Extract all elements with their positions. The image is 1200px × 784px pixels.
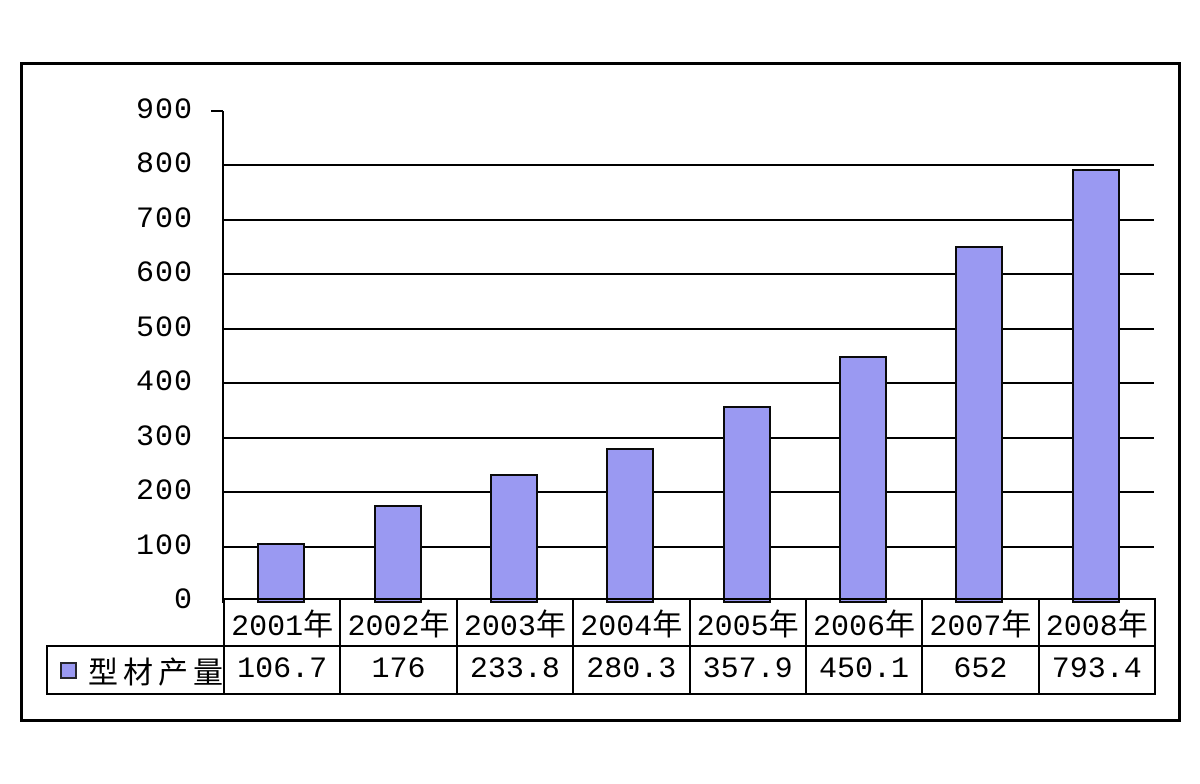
bar <box>257 543 305 603</box>
gridline-600 <box>223 273 1154 276</box>
y-axis-label: 600 <box>135 257 193 292</box>
legend-cell: 型材产量 <box>46 645 225 695</box>
gridline-100 <box>223 545 1154 548</box>
gridline-800 <box>223 164 1154 167</box>
bar <box>955 246 1003 603</box>
year-cell: 2007年 <box>921 598 1040 647</box>
y-axis-label: 700 <box>135 202 193 237</box>
value-cell: 176 <box>339 645 458 695</box>
y-axis-label: 900 <box>135 94 193 128</box>
value-cell: 106.7 <box>222 645 342 695</box>
y-axis-label: 400 <box>135 366 193 401</box>
gridline-700 <box>223 218 1154 221</box>
y-axis-label: 100 <box>135 529 193 564</box>
gridline-200 <box>223 491 1154 494</box>
table-corner-spacer <box>47 599 224 646</box>
year-cell: 2002年 <box>339 598 458 647</box>
chart-frame: 0 100 200 300 400 500 600 700 800 900 2001年 2002年 2… <box>20 62 1181 722</box>
y-axis-label: 500 <box>135 311 193 346</box>
year-cell: 2005年 <box>688 598 807 647</box>
value-cell: 793.4 <box>1037 645 1157 695</box>
gridline-500 <box>223 327 1154 330</box>
value-cell: 652 <box>921 645 1040 695</box>
legend-label: 型材产量 <box>88 658 224 693</box>
year-cell: 2001年 <box>222 598 342 647</box>
value-cell: 450.1 <box>804 645 924 695</box>
bar <box>374 505 422 603</box>
legend-marker-icon <box>60 661 77 679</box>
y-axis-label: 200 <box>135 475 193 510</box>
year-cell: 2006年 <box>804 598 924 647</box>
bar <box>723 406 771 603</box>
year-cell: 2008年 <box>1037 598 1157 647</box>
bar <box>490 474 538 603</box>
y-axis-label: 300 <box>135 420 193 455</box>
gridline-400 <box>223 382 1154 385</box>
values-row: 型材产量 106.7 176 233.8 280.3 357.9 450.1 652 793.… <box>46 645 1157 695</box>
y-axis-label: 800 <box>135 148 193 183</box>
value-cell: 357.9 <box>688 645 807 695</box>
y-axis-top-tick <box>211 110 223 112</box>
bar <box>839 356 887 603</box>
data-table: 2001年 2002年 2003年 2004年 2005年 2006年 2007年 2008年… <box>46 598 1157 695</box>
bar <box>606 448 654 603</box>
value-cell: 280.3 <box>572 645 691 695</box>
gridline-300 <box>223 436 1154 439</box>
year-cell: 2004年 <box>572 598 691 647</box>
year-cell: 2003年 <box>455 598 575 647</box>
category-row: 2001年 2002年 2003年 2004年 2005年 2006年 2007年 2008年 <box>47 598 1157 647</box>
legend-entry: 型材产量 <box>49 648 224 693</box>
bar <box>1072 169 1120 603</box>
value-cell: 233.8 <box>455 645 575 695</box>
y-axis-label: 0 <box>173 584 193 618</box>
y-axis-line <box>222 111 224 603</box>
